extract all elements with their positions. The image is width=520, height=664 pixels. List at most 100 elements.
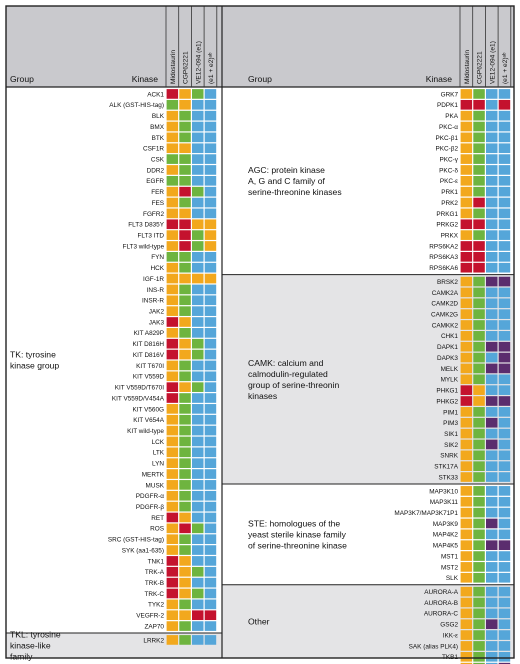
heatmap-cell bbox=[473, 385, 485, 395]
heatmap-cell bbox=[192, 154, 204, 164]
kinase-label: AURORA-A bbox=[424, 589, 458, 596]
kinase-label: BTK bbox=[152, 135, 165, 142]
heatmap-cell bbox=[192, 458, 204, 468]
heatmap-cell bbox=[486, 417, 498, 428]
heatmap-cell bbox=[486, 439, 498, 450]
heatmap-cell bbox=[460, 450, 473, 461]
heatmap-cell bbox=[166, 349, 179, 360]
heatmap-cell bbox=[204, 99, 217, 110]
heatmap-cell bbox=[498, 132, 511, 143]
heatmap-cell bbox=[204, 458, 217, 468]
heatmap-cell bbox=[179, 219, 191, 230]
heatmap-cell bbox=[179, 425, 191, 436]
heatmap-cell bbox=[179, 404, 191, 414]
heatmap-cell bbox=[473, 396, 485, 406]
heatmap-cell bbox=[460, 197, 473, 208]
kinase-label: CHK1 bbox=[441, 333, 458, 340]
heatmap-cell bbox=[166, 393, 179, 403]
heatmap-cell bbox=[460, 219, 473, 230]
heatmap-cell bbox=[473, 529, 485, 540]
heatmap-cell bbox=[473, 619, 485, 630]
heatmap-cell bbox=[166, 599, 179, 610]
kinase-label: TYK2 bbox=[148, 602, 164, 609]
heatmap-cell bbox=[498, 551, 511, 561]
group-label: calmodulin-regulated bbox=[248, 369, 328, 379]
heatmap-cell bbox=[192, 360, 204, 371]
heatmap-cell bbox=[498, 385, 511, 395]
heatmap-cell bbox=[166, 425, 179, 436]
heatmap-cell bbox=[179, 328, 191, 338]
heatmap-cell bbox=[166, 556, 179, 566]
heatmap-cell bbox=[204, 512, 217, 523]
heatmap-cell bbox=[473, 219, 485, 230]
heatmap-cell bbox=[192, 349, 204, 360]
heatmap-cell bbox=[460, 586, 473, 597]
heatmap-cell bbox=[473, 428, 485, 439]
group-label: TKL: tyrosine bbox=[10, 630, 61, 640]
heatmap-cell bbox=[166, 317, 179, 327]
heatmap-cell bbox=[486, 428, 498, 439]
heatmap-cell bbox=[473, 175, 485, 186]
heatmap-cell bbox=[486, 662, 498, 664]
group-label: kinase-like bbox=[10, 641, 51, 651]
heatmap-cell bbox=[473, 309, 485, 319]
heatmap-cell bbox=[192, 512, 204, 523]
heatmap-cell bbox=[473, 241, 485, 251]
heatmap-cell bbox=[498, 276, 511, 287]
kinase-label: FLT3 D835Y bbox=[128, 222, 164, 229]
kinase-label: FER bbox=[151, 189, 164, 196]
kinase-label: SIK2 bbox=[444, 442, 458, 449]
heatmap-cell bbox=[192, 208, 204, 219]
heatmap-cell bbox=[204, 447, 217, 458]
kinase-label: PRKG2 bbox=[436, 222, 458, 229]
kinase-label: GRK7 bbox=[441, 91, 459, 98]
heatmap-cell bbox=[498, 363, 511, 374]
heatmap-cell bbox=[192, 577, 204, 588]
heatmap-cell bbox=[192, 635, 204, 645]
heatmap-cell bbox=[179, 252, 191, 262]
heatmap-cell bbox=[486, 586, 498, 597]
heatmap-cell bbox=[192, 588, 204, 599]
heatmap-cell bbox=[498, 407, 511, 417]
heatmap-cell bbox=[192, 393, 204, 403]
heatmap-cell bbox=[486, 651, 498, 662]
heatmap-cell bbox=[486, 132, 498, 143]
heatmap-cell bbox=[498, 641, 511, 651]
heatmap-cell bbox=[166, 382, 179, 392]
heatmap-cell bbox=[204, 425, 217, 436]
heatmap-cell bbox=[192, 175, 204, 186]
heatmap-cell bbox=[498, 219, 511, 230]
heatmap-cell bbox=[166, 262, 179, 273]
heatmap-cell bbox=[192, 273, 204, 284]
heatmap-cell bbox=[473, 507, 485, 518]
heatmap-cell bbox=[179, 382, 191, 392]
heatmap-cell bbox=[204, 523, 217, 534]
heatmap-cell bbox=[486, 331, 498, 341]
heatmap-cell bbox=[192, 447, 204, 458]
kinase-label: ROS bbox=[150, 526, 164, 533]
heatmap-cell bbox=[498, 597, 511, 608]
heatmap-cell bbox=[486, 241, 498, 251]
heatmap-cell bbox=[204, 610, 217, 621]
heatmap-cell bbox=[498, 262, 511, 273]
heatmap-cell bbox=[473, 662, 485, 664]
heatmap-cell bbox=[486, 507, 498, 518]
heatmap-cell bbox=[498, 417, 511, 428]
heatmap-cell bbox=[460, 331, 473, 341]
kinase-label: PIM3 bbox=[443, 420, 458, 427]
kinase-label: SAK (alias PLK4) bbox=[409, 643, 458, 650]
heatmap-cell bbox=[192, 284, 204, 295]
heatmap-cell bbox=[166, 338, 179, 349]
heatmap-cell bbox=[498, 496, 511, 507]
heatmap-cell bbox=[486, 562, 498, 572]
heatmap-cell bbox=[192, 523, 204, 534]
group-label: CAMK: calcium and bbox=[248, 358, 324, 368]
group-label: serine-threonine kinases bbox=[248, 187, 342, 197]
kinase-label: ACK1 bbox=[147, 91, 164, 98]
heatmap-cell bbox=[498, 165, 511, 175]
heatmap-cell bbox=[498, 121, 511, 132]
heatmap-cell bbox=[192, 295, 204, 306]
heatmap-cell bbox=[498, 208, 511, 219]
heatmap-cell bbox=[473, 417, 485, 428]
heatmap-cell bbox=[192, 241, 204, 251]
